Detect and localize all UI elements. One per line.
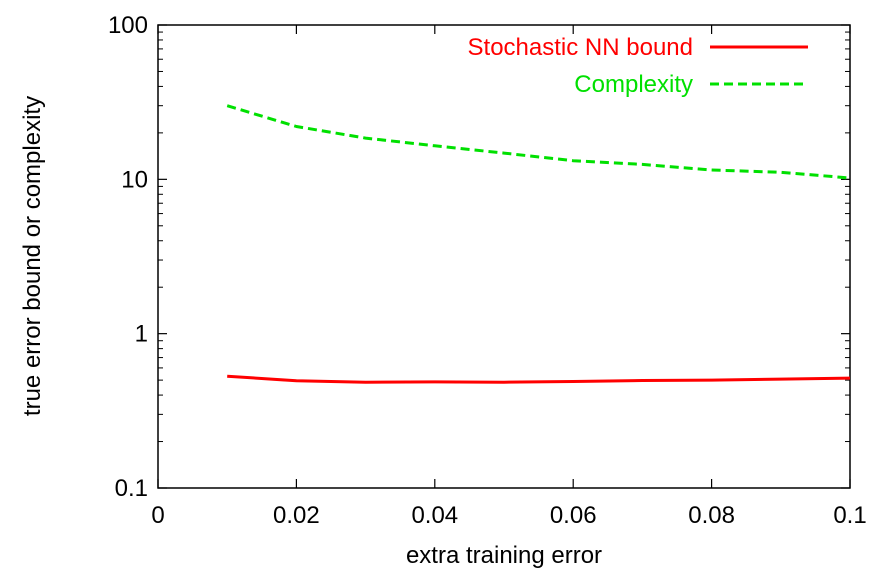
- legend-label-0: Stochastic NN bound: [468, 34, 693, 61]
- y-tick-label: 10: [121, 166, 148, 193]
- series-line-1: [226, 104, 851, 180]
- legend: Stochastic NN bound Complexity: [468, 34, 808, 98]
- y-axis-label: true error bound or complexity: [19, 96, 46, 416]
- x-axis-label: extra training error: [406, 542, 602, 569]
- legend-label-1: Complexity: [574, 71, 693, 98]
- plot-frame: [157, 24, 851, 489]
- x-tick-label: 0.08: [688, 502, 735, 529]
- y-tick-label: 100: [108, 12, 148, 39]
- axis-tick-labels: 0 0.02 0.04 0.06 0.08 0.1 0.1 1 10 100: [108, 12, 867, 529]
- y-tick-label: 1: [135, 321, 148, 348]
- x-tick-label: 0.02: [273, 502, 320, 529]
- axis-ticks: [157, 24, 851, 489]
- x-tick-label: 0: [151, 502, 164, 529]
- series-lines: [226, 104, 851, 384]
- x-tick-label: 0.04: [411, 502, 458, 529]
- y-tick-label: 0.1: [115, 475, 148, 502]
- series-line-0: [227, 374, 851, 384]
- x-tick-label: 0.1: [833, 502, 866, 529]
- x-tick-label: 0.06: [550, 502, 597, 529]
